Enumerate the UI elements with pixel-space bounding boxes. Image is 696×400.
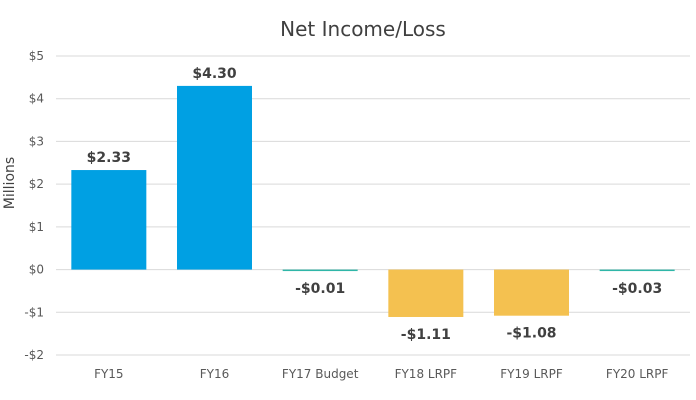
- data-label: -$0.01: [295, 281, 345, 297]
- x-tick-label: FY16: [200, 367, 230, 381]
- x-tick-label: FY19 LRPF: [500, 367, 563, 381]
- y-tick-label: $2: [29, 177, 44, 191]
- bar: [494, 269, 569, 316]
- x-tick-label: FY15: [94, 367, 124, 381]
- y-axis-ticks: $5 $4 $3 $2 $1 $0 -$1 -$2: [24, 49, 44, 362]
- bar: [71, 170, 147, 270]
- x-tick-label: FY18 LRPF: [395, 367, 458, 381]
- y-tick-label: $1: [29, 220, 44, 234]
- y-tick-label: $5: [29, 49, 44, 63]
- data-label: -$1.08: [506, 326, 556, 342]
- x-axis-ticks: FY15 FY16 FY17 Budget FY18 LRPF FY19 LRPF FY2…: [94, 367, 668, 381]
- bar: [599, 269, 675, 272]
- data-label: -$0.03: [612, 281, 662, 297]
- x-tick-label: FY20 LRPF: [606, 367, 669, 381]
- bars: [71, 85, 675, 317]
- bar: [388, 269, 464, 317]
- chart-title: Net Income/Loss: [280, 17, 446, 41]
- data-label: $2.33: [87, 150, 131, 166]
- y-tick-label: -$2: [24, 348, 44, 362]
- gridlines: [56, 55, 690, 356]
- bar: [177, 85, 252, 270]
- data-label: $4.30: [192, 66, 237, 82]
- x-tick-label: FY17 Budget: [282, 367, 359, 381]
- data-labels: $2.33 $4.30 -$0.01 -$1.11 -$1.08 -$0.03: [87, 66, 663, 343]
- y-tick-label: -$1: [24, 305, 44, 319]
- y-axis-label: Millions: [2, 157, 18, 209]
- y-tick-label: $3: [29, 134, 44, 148]
- bar: [282, 269, 358, 272]
- y-tick-label: $0: [29, 263, 44, 277]
- y-tick-label: $4: [29, 92, 44, 106]
- data-label: -$1.11: [401, 327, 451, 343]
